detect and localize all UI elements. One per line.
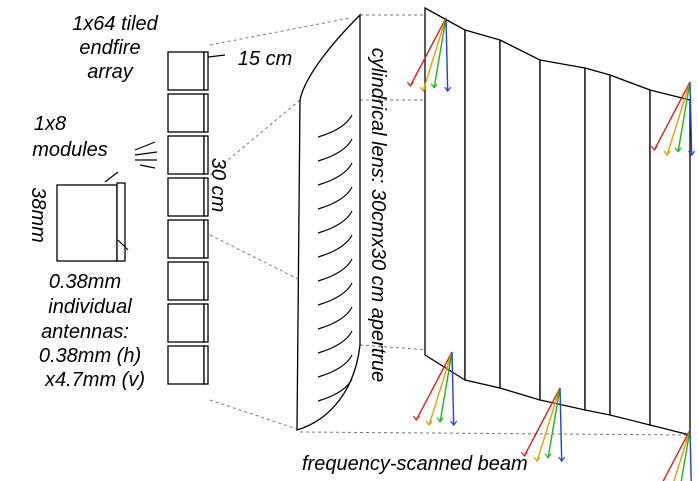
beam-ray [547, 387, 561, 458]
beam-head [663, 150, 671, 157]
lens [296, 13, 361, 431]
tile [167, 261, 205, 301]
screen [609, 74, 651, 426]
tile-edge [203, 177, 209, 217]
beam-ray [451, 351, 455, 426]
tile-edge [203, 303, 209, 343]
tile [167, 303, 205, 343]
tile-edge [203, 135, 209, 175]
antenna-label: individual [48, 296, 132, 318]
lens-label: cylindrical lens: 30cmx30 cm apertrue [367, 48, 389, 383]
lens-curve [317, 378, 353, 402]
tile-edge [203, 345, 209, 385]
screen [649, 89, 691, 436]
antenna-label: x4.7mm (v) [44, 369, 145, 391]
lens-curve [317, 258, 353, 282]
beam-head [450, 420, 458, 427]
screen [464, 29, 501, 389]
beam-label: frequency-scanned beam [302, 453, 528, 475]
beam-head [444, 86, 452, 93]
beam-head [533, 456, 541, 463]
tile-edge [203, 93, 209, 133]
height-label: 30 cm [207, 158, 229, 212]
tile-edge [203, 51, 209, 91]
lens-curve [317, 186, 353, 210]
beam-ray [662, 429, 691, 481]
pointer-arrows [104, 54, 226, 251]
beam-ray [422, 17, 447, 92]
beam-ray [428, 351, 453, 426]
array-label: 1x64 tiled [72, 13, 158, 35]
beam-ray [536, 387, 561, 462]
beam-ray [666, 81, 691, 156]
beam-head [674, 147, 682, 153]
beam-head [419, 86, 427, 93]
beam-ray [523, 387, 561, 457]
module-box [56, 184, 118, 262]
antenna-label: 0.38mm [49, 271, 121, 293]
beam-ray [677, 81, 691, 152]
lens-curve [317, 210, 353, 234]
beam-head [688, 150, 696, 157]
lens-curve [317, 234, 353, 258]
screen [584, 67, 611, 416]
beam-head [406, 81, 414, 87]
layout [56, 6, 696, 481]
modules-label: 1x8 [34, 113, 66, 135]
beam-head [412, 415, 420, 421]
lens-curve [317, 354, 353, 378]
depth-label: 15 cm [238, 48, 292, 70]
beam-ray [689, 81, 693, 156]
beam-ray [433, 17, 447, 88]
tile [167, 345, 205, 385]
beam-ray [409, 17, 447, 87]
tile [167, 135, 205, 175]
tile [167, 51, 205, 91]
array-label: array [87, 61, 134, 83]
beam-head [436, 417, 444, 423]
tile [167, 177, 205, 217]
antenna-label: antennas: [41, 321, 129, 343]
tile-edge [203, 219, 209, 259]
beam-ray [415, 351, 453, 421]
beam-head [650, 145, 658, 151]
tile [167, 219, 205, 259]
screen [539, 59, 586, 411]
beam-head [425, 420, 433, 427]
lens-curve [317, 330, 353, 354]
beam-ray [439, 351, 453, 422]
array-label: endfire [79, 37, 140, 59]
lens-curve [317, 162, 353, 186]
module-height: 38mm [27, 187, 49, 243]
antenna-label: 0.38mm (h) [39, 345, 141, 367]
lens-curve [317, 306, 353, 330]
beam-head [430, 83, 438, 89]
beam-head [520, 451, 528, 457]
screen [499, 38, 541, 401]
beam-ray [653, 81, 691, 151]
beam-ray [559, 387, 563, 462]
lens-curve [317, 138, 353, 162]
lens-curve [317, 282, 353, 306]
beam-ray [689, 429, 692, 481]
beam-head [558, 456, 566, 463]
beam-ray [680, 429, 691, 481]
beam-ray [673, 429, 691, 481]
tile [167, 93, 205, 133]
tile-edge [203, 261, 209, 301]
beam-head [544, 453, 552, 459]
lens-curve [317, 114, 353, 138]
module-edge [116, 182, 126, 262]
beam-ray [445, 17, 449, 92]
modules-label: modules [32, 139, 108, 161]
